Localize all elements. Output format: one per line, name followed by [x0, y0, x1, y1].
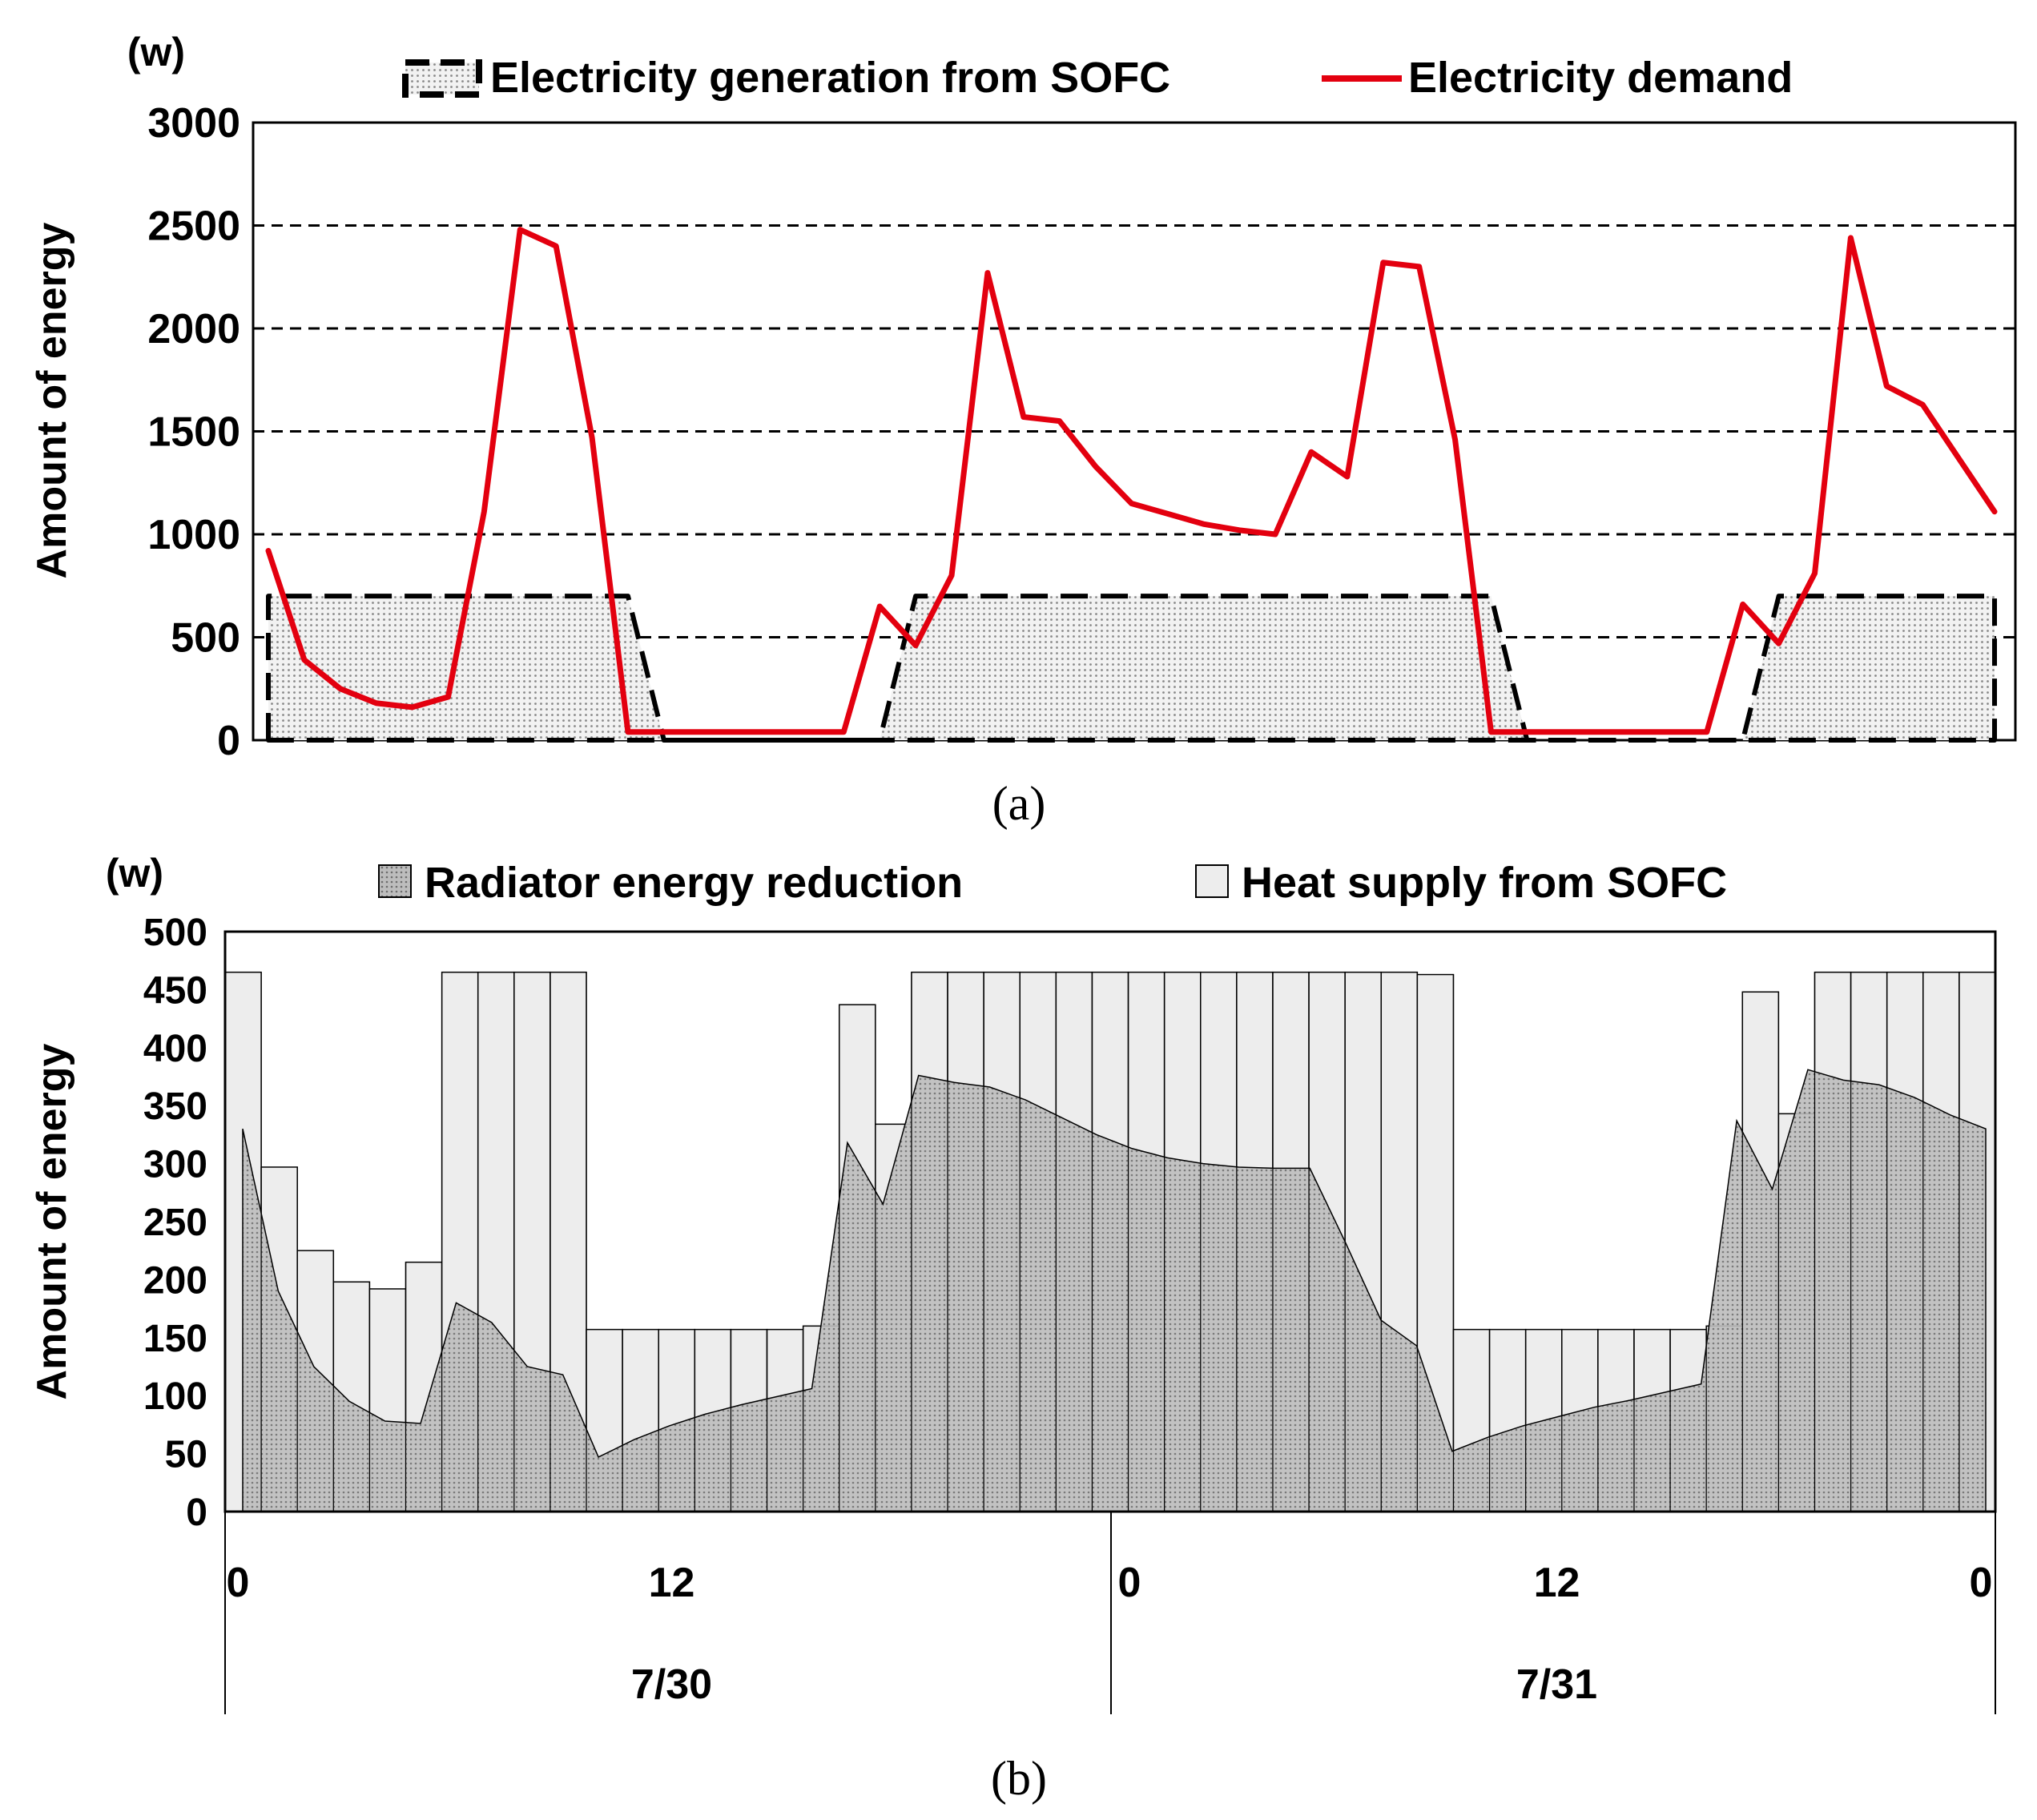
y-tick-label: 3000 — [147, 100, 240, 147]
legend-b-heat-label: Heat supply from SOFC — [1242, 859, 1727, 907]
y-tick-label: 2500 — [147, 203, 240, 250]
y-tick-label: 1500 — [147, 409, 240, 456]
y-tick-label: 0 — [217, 718, 240, 764]
x-hour-tick-label: 0 — [1118, 1560, 1141, 1606]
panel-b-y-tick-labels: 0 50 100 150 200 250 300 350 400 450 500 — [143, 912, 207, 1534]
legend-b-radiator-swatch — [378, 864, 412, 898]
panel-a-label: (a) — [992, 777, 1046, 830]
panel-b-radiator-area — [223, 930, 1997, 1513]
y-tick-label: 1000 — [147, 512, 240, 558]
panel-b: 0 50 100 150 200 250 300 350 400 450 500 0 12 0 12 0 7/… — [29, 851, 1997, 1805]
panel-a: 0 500 1000 1500 2000 2500 3000 (w) Amount of e… — [29, 30, 2017, 830]
y-tick-label: 200 — [143, 1259, 207, 1302]
legend-a-demand-label: Electricity demand — [1408, 54, 1793, 102]
x-hour-tick-label: 0 — [1970, 1560, 1993, 1606]
legend-a-sofc-label: Electricity generation from SOFC — [490, 54, 1170, 102]
panel-b-x-axis: 0 12 0 12 0 7/30 7/31 — [224, 1512, 1996, 1714]
y-tick-label: 50 — [165, 1434, 207, 1476]
legend-b-heat-swatch — [1195, 864, 1229, 898]
panel-b-unit-label: (w) — [106, 851, 163, 896]
panel-b-label: (b) — [991, 1752, 1047, 1805]
x-hour-tick-label: 12 — [1534, 1560, 1580, 1606]
y-tick-label: 500 — [171, 615, 240, 662]
x-day-label: 7/30 — [631, 1661, 712, 1708]
x-day-label: 7/31 — [1516, 1661, 1597, 1708]
panel-a-y-axis-label: Amount of energy — [29, 222, 75, 578]
y-tick-label: 250 — [143, 1202, 207, 1244]
y-tick-label: 350 — [143, 1085, 207, 1128]
y-tick-label: 150 — [143, 1318, 207, 1360]
y-tick-label: 450 — [143, 969, 207, 1012]
y-tick-label: 0 — [186, 1492, 207, 1534]
panel-b-y-axis-label: Amount of energy — [29, 1043, 75, 1399]
panel-a-unit-label: (w) — [127, 30, 185, 74]
x-hour-tick-label: 12 — [649, 1560, 695, 1606]
panel-a-y-tick-labels: 0 500 1000 1500 2000 2500 3000 — [147, 100, 240, 764]
y-tick-label: 100 — [143, 1375, 207, 1418]
legend-a-sofc-swatch — [402, 59, 482, 98]
y-tick-label: 400 — [143, 1028, 207, 1070]
y-tick-label: 300 — [143, 1144, 207, 1186]
x-hour-tick-label: 0 — [227, 1560, 250, 1606]
electricity-demand-line — [265, 227, 1998, 735]
y-tick-label: 2000 — [147, 306, 240, 352]
y-tick-label: 500 — [143, 912, 207, 954]
sofc-generation-area — [266, 594, 1997, 743]
panel-a-series — [265, 227, 1998, 743]
radiator-reduction-area — [242, 1069, 1987, 1512]
legend-b-radiator-label: Radiator energy reduction — [425, 859, 963, 907]
